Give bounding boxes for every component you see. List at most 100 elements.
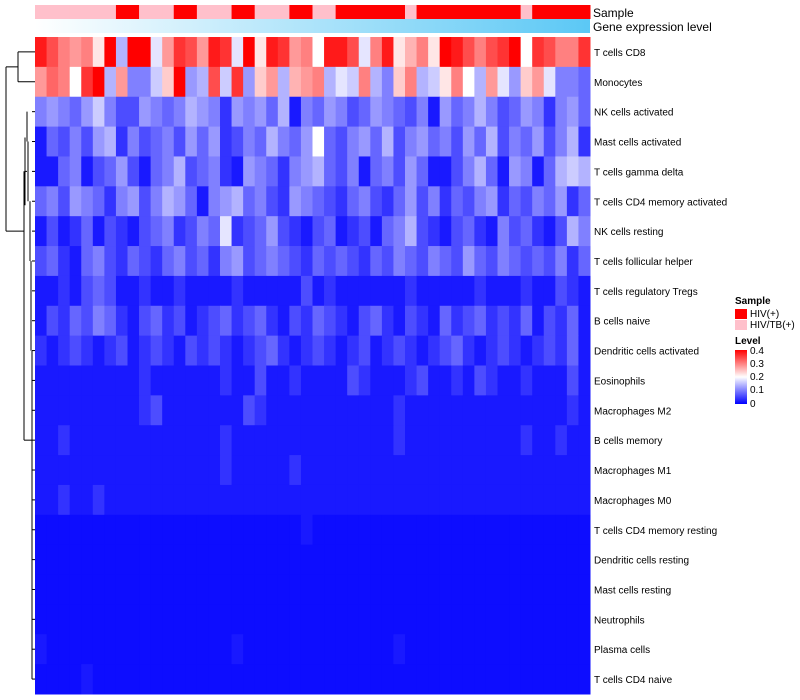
heatmap-cell [81, 455, 94, 486]
heatmap-cell [474, 305, 487, 337]
heatmap-cell [405, 66, 418, 98]
heatmap-cell [208, 37, 221, 68]
heatmap-cell [254, 455, 267, 486]
heatmap-cell [381, 216, 394, 247]
heatmap-cell [347, 604, 360, 635]
heatmap-cell [58, 455, 71, 486]
sample-annotation-cell [254, 5, 267, 19]
heatmap-cell [266, 275, 279, 307]
heatmap-cell [324, 664, 337, 695]
heatmap-cell [289, 604, 302, 635]
heatmap-cell [208, 305, 221, 337]
heatmap-cell [46, 305, 59, 337]
heatmap-cell [196, 156, 209, 187]
heatmap-cell [196, 484, 209, 516]
heatmap-cell [566, 365, 579, 396]
heatmap-cell [139, 96, 152, 128]
heatmap-cell [358, 634, 371, 665]
sample-annotation-cell [451, 5, 464, 19]
heatmap-cell [393, 484, 406, 516]
heatmap-cell [532, 484, 545, 516]
heatmap-cell [115, 574, 128, 605]
heatmap-cell [162, 37, 175, 68]
heatmap-cell [324, 544, 337, 576]
heatmap-cell [185, 126, 198, 157]
heatmap-cell [462, 305, 475, 337]
heatmap-cell [220, 126, 233, 157]
heatmap-cell [289, 335, 302, 366]
heatmap-cell [92, 66, 105, 98]
heatmap-cell [324, 275, 337, 307]
heatmap-cell [162, 186, 175, 217]
heatmap-cell [243, 246, 256, 277]
heatmap-cell [532, 37, 545, 68]
heatmap-cell [439, 425, 452, 456]
heatmap-cell [243, 514, 256, 546]
heatmap-cell [208, 544, 221, 576]
heatmap-cell [277, 275, 290, 307]
heatmap-cell [208, 186, 221, 217]
heatmap-cell [497, 604, 510, 635]
heatmap-cell [127, 604, 140, 635]
heatmap-cell [381, 66, 394, 98]
heatmap-cell [115, 395, 128, 426]
heatmap-cell [358, 275, 371, 307]
legend-label-hiv: HIV(+) [750, 309, 779, 320]
heatmap-cell [543, 216, 556, 247]
heatmap-cell [381, 544, 394, 576]
heatmap-cell [185, 455, 198, 486]
heatmap-cell [69, 514, 82, 546]
heatmap-cell [370, 305, 383, 337]
heatmap-cell [451, 275, 464, 307]
heatmap-cell [428, 126, 441, 157]
heatmap-cell [196, 574, 209, 605]
heatmap-cell [462, 96, 475, 128]
heatmap-cell [243, 96, 256, 128]
heatmap-cell [532, 634, 545, 665]
heatmap-cell [566, 634, 579, 665]
sample-annotation-cell [532, 5, 545, 19]
heatmap-cell [208, 66, 221, 98]
heatmap-cell [300, 484, 313, 516]
heatmap-cell [277, 246, 290, 277]
heatmap-cell [462, 246, 475, 277]
heatmap-cell [520, 514, 533, 546]
heatmap-cell [92, 664, 105, 695]
heatmap-cell [139, 604, 152, 635]
heatmap-cell [115, 156, 128, 187]
heatmap-cell [578, 335, 591, 366]
heatmap-cell [335, 634, 348, 665]
heatmap-cell [289, 126, 302, 157]
heatmap-cell [497, 246, 510, 277]
row-label: T cells CD8 [594, 48, 646, 59]
heatmap-cell [532, 275, 545, 307]
heatmap-cell [254, 126, 267, 157]
heatmap-cell [231, 664, 244, 695]
heatmap-cell [451, 604, 464, 635]
row-label: B cells memory [594, 436, 662, 447]
heatmap-cell [393, 544, 406, 576]
heatmap-cell [139, 126, 152, 157]
heatmap-cell [474, 186, 487, 217]
heatmap-cell [81, 126, 94, 157]
sample-annotation-cell [485, 5, 498, 19]
sample-annotation-cell [173, 5, 186, 19]
heatmap-cell [220, 275, 233, 307]
sample-annotation-cell [115, 5, 128, 19]
heatmap-cell [162, 335, 175, 366]
heatmap-cell [543, 365, 556, 396]
sample-annotation-cell [92, 5, 105, 19]
heatmap-cell [231, 246, 244, 277]
heatmap-cell [277, 66, 290, 98]
heatmap-cell [58, 275, 71, 307]
heatmap-cell [69, 216, 82, 247]
level-tick-0.2: 0.2 [750, 372, 764, 383]
heatmap-cell [277, 664, 290, 695]
heatmap-cell [46, 604, 59, 635]
heatmap-cells [35, 37, 591, 695]
heatmap-cell [46, 395, 59, 426]
heatmap-cell [405, 365, 418, 396]
heatmap-cell [439, 126, 452, 157]
heatmap-cell [127, 514, 140, 546]
heatmap-cell [532, 126, 545, 157]
